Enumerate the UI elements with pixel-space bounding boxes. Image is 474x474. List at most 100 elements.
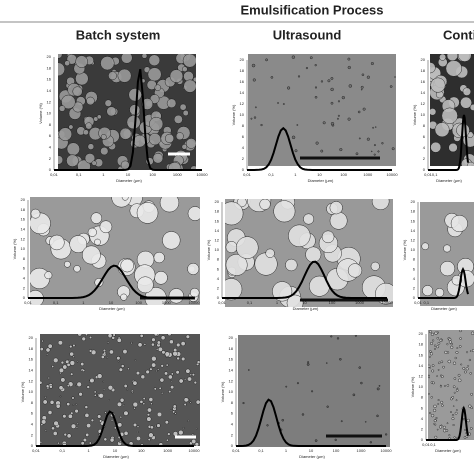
particle — [91, 160, 97, 166]
particle — [58, 155, 64, 165]
y-tick-label: 14 — [240, 90, 245, 95]
particle — [148, 132, 162, 146]
particle — [196, 360, 200, 364]
particle — [52, 431, 58, 436]
particle — [436, 331, 439, 334]
particle — [180, 341, 186, 347]
y-tick-label: 14 — [411, 228, 416, 233]
particle — [436, 345, 440, 349]
particle — [136, 431, 139, 434]
particle — [89, 335, 93, 339]
particle — [455, 409, 458, 412]
distribution-curve — [28, 264, 194, 299]
particle — [458, 345, 462, 348]
y-tick-label: 16 — [215, 218, 220, 223]
particle — [129, 104, 141, 116]
particle — [439, 260, 456, 277]
particle — [265, 58, 268, 62]
particle — [117, 360, 120, 363]
particle — [455, 350, 459, 354]
particle — [309, 56, 313, 60]
particle — [337, 114, 340, 117]
particle — [436, 375, 438, 378]
x-tick-label: 1000 — [357, 448, 367, 453]
particle — [454, 411, 458, 415]
x-tick-label: 0,1 — [53, 300, 59, 305]
particle — [155, 369, 158, 373]
particle — [68, 124, 74, 130]
particle — [456, 387, 459, 390]
distribution-curve — [418, 266, 469, 299]
particle — [439, 54, 447, 61]
particle — [47, 376, 51, 380]
particle — [466, 418, 470, 423]
particle — [430, 62, 436, 74]
particle — [127, 367, 130, 371]
x-tick-label: 100 — [149, 172, 156, 177]
particle — [430, 341, 434, 346]
y-tick-label: 20 — [215, 199, 220, 204]
particle — [452, 385, 456, 389]
particle — [191, 373, 196, 377]
x-axis-label: Diameter (µm) — [435, 448, 461, 453]
particle — [72, 86, 83, 97]
particle — [77, 334, 83, 337]
particle — [456, 347, 459, 349]
particle — [440, 360, 444, 364]
particle — [421, 242, 429, 251]
particle — [160, 364, 164, 368]
particle — [96, 114, 102, 120]
panel: 0 2 4 6 8 10 12 14 16 18 20 0,01 0,1 Volume (%) Diamet… — [412, 54, 474, 183]
y-tick-label: 6 — [421, 405, 424, 410]
x-tick-label: 10 — [317, 172, 322, 177]
particle — [191, 438, 197, 444]
particle — [451, 413, 455, 417]
y-tick-label: 6 — [217, 266, 220, 271]
x-tick-label: 10 — [309, 448, 314, 453]
particle — [40, 440, 43, 444]
particle — [376, 387, 380, 391]
particle — [166, 98, 177, 109]
particle — [179, 103, 187, 111]
x-tick-label: 0,1 — [424, 300, 430, 305]
particle — [348, 84, 353, 88]
y-tick-label: 8 — [413, 257, 416, 262]
particle — [265, 248, 275, 258]
particle — [116, 401, 123, 407]
particle — [107, 399, 110, 402]
particle — [286, 86, 291, 90]
y-tick-label: 12 — [215, 237, 220, 242]
particle — [447, 359, 451, 364]
particle — [76, 360, 79, 363]
particle — [75, 403, 78, 406]
x-tick-label: 0,1 — [432, 172, 438, 177]
particle — [122, 349, 128, 355]
particle — [66, 433, 72, 439]
particle — [429, 411, 432, 415]
x-axis-label: Diameter (µm) — [436, 178, 462, 183]
y-tick-label: 4 — [231, 421, 234, 426]
y-tick-label: 0 — [23, 295, 26, 300]
particle — [136, 202, 159, 224]
micrograph-bg — [238, 335, 390, 447]
x-axis-label: Diameter (µm) — [99, 306, 125, 311]
particle — [307, 361, 310, 364]
particle — [58, 367, 64, 373]
particle — [450, 214, 468, 233]
particle — [75, 384, 78, 387]
particle — [254, 106, 257, 109]
x-tick-label: 0,1 — [268, 172, 274, 177]
particle — [195, 427, 198, 430]
particle — [167, 161, 182, 170]
particle — [470, 406, 473, 410]
particle — [63, 432, 67, 437]
particle — [170, 380, 173, 383]
particle — [433, 404, 437, 409]
particle — [84, 412, 90, 418]
particle — [189, 373, 193, 377]
particle — [432, 408, 437, 413]
particle — [41, 419, 47, 425]
particle — [107, 341, 110, 344]
x-axis-label: Diameter (µm) — [431, 306, 457, 311]
particle — [119, 415, 123, 419]
